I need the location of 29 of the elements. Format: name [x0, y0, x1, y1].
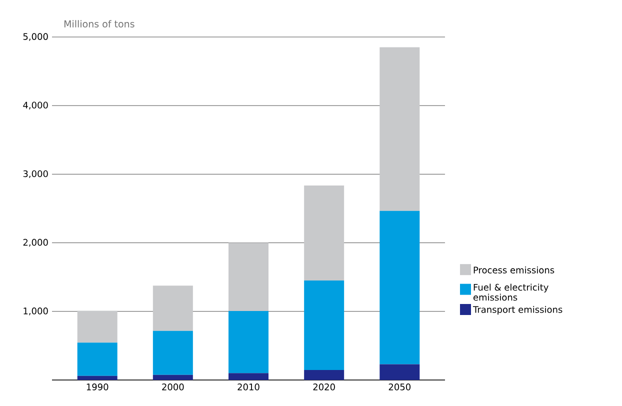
x-tick-label: 2020 [313, 384, 335, 390]
legend-label: Transport emissions [472, 306, 562, 315]
x-tick-label: 2010 [238, 384, 260, 390]
y-tick-label: 4,000 [23, 102, 48, 110]
bar [380, 364, 420, 380]
x-tick-label: 1990 [86, 384, 108, 390]
y-tick-label: 2,000 [23, 238, 48, 247]
bar [77, 342, 118, 376]
bar [152, 286, 193, 331]
bar [77, 376, 118, 380]
y-tick-label: 1,000 [24, 308, 48, 316]
bar [228, 373, 269, 380]
bar [228, 242, 269, 312]
bar [380, 47, 420, 211]
bar [304, 370, 344, 380]
bar [304, 186, 344, 281]
bar [228, 311, 269, 374]
legend-label: Fuel & electricity emissions [473, 284, 548, 301]
bar [152, 330, 193, 375]
bar [380, 210, 420, 364]
y-tick-label: 5,000 [23, 33, 48, 41]
x-tick-label: 2000 [162, 384, 184, 390]
x-tick-label: 2050 [388, 384, 410, 390]
y-tick-label: 3,000 [23, 170, 48, 178]
bar [77, 310, 118, 343]
y-axis-title: Millions of tons [64, 20, 134, 28]
legend-label: Process emissions [474, 266, 554, 274]
bar [304, 280, 344, 370]
bar [152, 374, 193, 380]
